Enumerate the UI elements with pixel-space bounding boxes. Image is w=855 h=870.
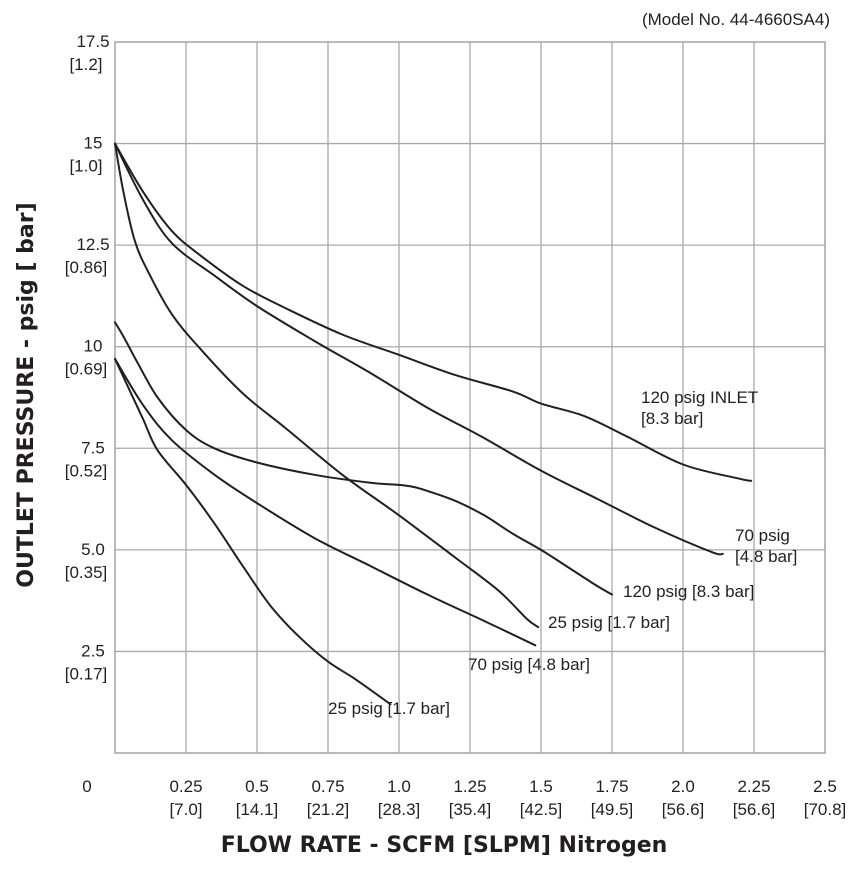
x-tick-label-6: 1.5: [529, 777, 553, 796]
x-tick-label-7: 1.75: [595, 777, 628, 796]
series-label-5-line-0: 25 psig [1.7 bar]: [328, 699, 450, 718]
y-tick-label-0: 2.5: [81, 641, 105, 660]
tick-labels: 2.5 [0.17] 5.0 [0.35] 7.5 [0.52] 10 [0.69] 12.5 […: [65, 32, 847, 819]
series-label-4-line-0: 70 psig [4.8 bar]: [468, 655, 590, 674]
y-tick-sublabel-1: [0.35]: [65, 563, 108, 582]
x-tick-sublabel-2: [14.1]: [236, 800, 279, 819]
x-tick-label-9: 2.25: [737, 777, 770, 796]
x-tick-label-0: 0: [82, 777, 91, 796]
y-tick-label-1: 5.0: [81, 540, 105, 559]
y-tick-sublabel-3: [0.69]: [65, 360, 108, 379]
series-label-1-line-1: [4.8 bar]: [735, 547, 797, 566]
series-label-3-line-0: 25 psig [1.7 bar]: [548, 613, 670, 632]
curve-series-1: [114, 142, 724, 556]
x-tick-label-3: 0.75: [311, 777, 344, 796]
series-label-2-line-0: 120 psig [8.3 bar]: [623, 582, 754, 601]
x-tick-sublabel-8: [56.6]: [662, 800, 705, 819]
x-tick-sublabel-1: [7.0]: [169, 800, 202, 819]
plot-frame: [114, 41, 826, 754]
grid-lines: [115, 42, 825, 753]
x-tick-sublabel-5: [35.4]: [449, 800, 492, 819]
curve-series-0: [114, 142, 753, 482]
x-tick-sublabel-10: [70.8]: [804, 800, 847, 819]
x-tick-sublabel-3: [21.2]: [307, 800, 350, 819]
x-tick-label-10: 2.5: [813, 777, 837, 796]
y-tick-sublabel-6: [1.2]: [69, 55, 102, 74]
flow-curves: [114, 142, 753, 706]
y-tick-sublabel-4: [0.86]: [65, 258, 108, 277]
x-tick-label-2: 0.5: [245, 777, 269, 796]
y-tick-label-2: 7.5: [81, 438, 105, 457]
x-tick-sublabel-9: [56.6]: [733, 800, 776, 819]
x-tick-label-4: 1.0: [387, 777, 411, 796]
curve-series-5: [114, 357, 392, 706]
series-label-1-line-0: 70 psig: [735, 526, 790, 545]
curve-series-3: [114, 142, 540, 629]
y-tick-sublabel-0: [0.17]: [65, 664, 108, 683]
y-axis-title: OUTLET PRESSURE - psig [ bar]: [14, 202, 39, 587]
curve-series-4: [114, 357, 537, 647]
x-tick-sublabel-6: [42.5]: [520, 800, 563, 819]
x-tick-label-1: 0.25: [169, 777, 202, 796]
y-tick-sublabel-5: [1.0]: [69, 157, 102, 176]
x-tick-label-5: 1.25: [453, 777, 486, 796]
x-tick-sublabel-7: [49.5]: [591, 800, 634, 819]
x-tick-label-8: 2.0: [671, 777, 695, 796]
y-tick-label-5: 15: [84, 134, 103, 153]
x-axis-title: FLOW RATE - SCFM [SLPM] Nitrogen: [221, 833, 668, 858]
series-label-0-line-0: 120 psig INLET: [641, 388, 758, 407]
y-tick-label-6: 17.5: [76, 32, 109, 51]
model-number-note: (Model No. 44-4660SA4): [642, 10, 830, 29]
y-tick-label-3: 10: [84, 337, 103, 356]
series-label-0-line-1: [8.3 bar]: [641, 409, 703, 428]
y-tick-label-4: 12.5: [76, 235, 109, 254]
series-labels: 120 psig INLET [8.3 bar] 70 psig [4.8 bar] 1…: [328, 388, 797, 718]
y-tick-sublabel-2: [0.52]: [65, 461, 108, 480]
curve-series-2: [114, 321, 613, 596]
x-tick-sublabel-4: [28.3]: [378, 800, 421, 819]
